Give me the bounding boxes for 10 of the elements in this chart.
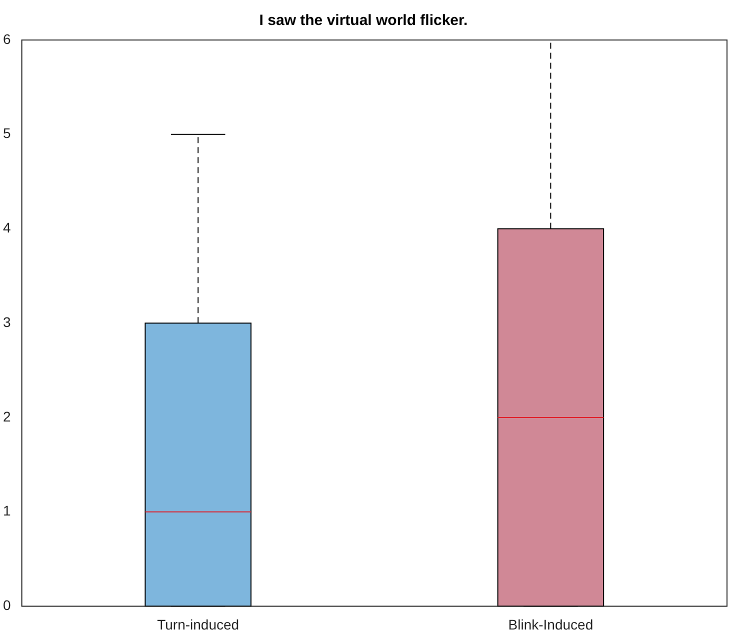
chart-title: I saw the virtual world flicker. [259,12,468,30]
y-tick-label: 3 [2,314,11,330]
y-tick-label: 5 [2,125,11,142]
y-tick-label: 2 [2,408,11,424]
x-tick-label: Blink-Induced [508,616,594,632]
y-tick-label: 6 [2,30,11,47]
x-tick-label: Turn-induced [157,616,240,632]
y-tick-label: 4 [2,220,11,236]
y-tick-label: 0 [2,597,11,614]
y-tick-label: 1 [2,502,11,519]
